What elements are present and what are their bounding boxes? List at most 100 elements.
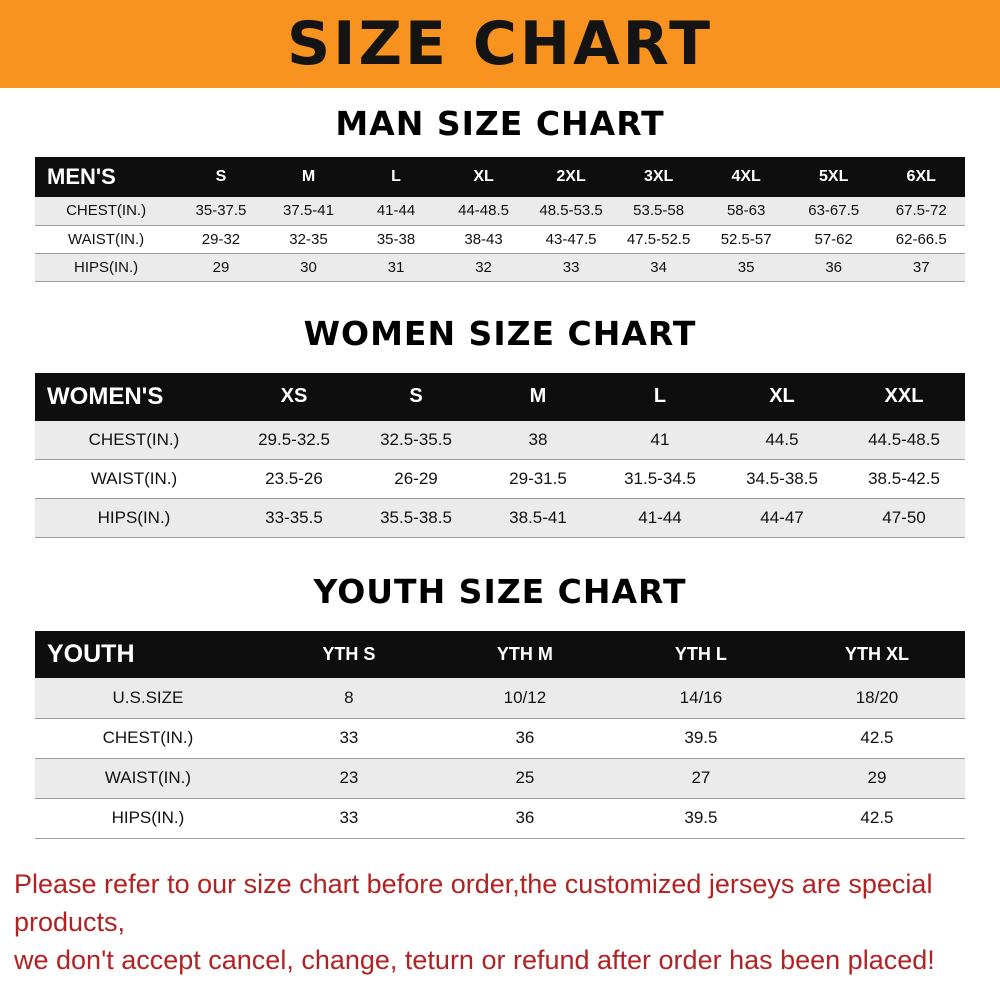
size-value-cell: 35.5-38.5 — [380, 508, 452, 527]
table-title-cell: WOMEN'S — [47, 382, 164, 410]
row-label-cell: CHEST(IN.) — [66, 202, 147, 220]
table-row: U.S.SIZE 8 10/12 14/16 18/20 — [35, 678, 965, 718]
row-label-cell: HIPS(IN.) — [111, 808, 185, 827]
table-header-row: MEN'S S M L XL 2XL 3XL 4XL 5XL 6XL — [35, 157, 965, 197]
youth-section-heading: YOUTH SIZE CHART — [313, 572, 687, 611]
size-value-cell: 44-48.5 — [458, 202, 509, 220]
column-header-cell: YTH XL — [844, 644, 909, 664]
size-value-cell: 39.5 — [684, 728, 718, 747]
table-title-cell: MEN'S — [47, 164, 116, 189]
size-value-cell: 27 — [691, 768, 711, 787]
footer-notice: Please refer to our size chart before or… — [0, 865, 1000, 980]
man-section-heading: MAN SIZE CHART — [335, 104, 665, 143]
table-header-row: YOUTH YTH S YTH M YTH L YTH XL — [35, 631, 965, 678]
size-value-cell: 42.5 — [860, 728, 894, 747]
column-header-cell: YTH L — [674, 644, 727, 664]
table-row: HIPS(IN.) 33-35.5 35.5-38.5 38.5-41 41-44 44-… — [35, 498, 965, 538]
size-value-cell: 38-43 — [464, 230, 503, 248]
column-header-cell: XS — [280, 385, 308, 407]
notice-line-1: Please refer to our size chart before or… — [14, 868, 933, 937]
size-value-cell: 14/16 — [679, 687, 723, 707]
column-header-cell: 2XL — [556, 168, 586, 185]
size-value-cell: 10/12 — [503, 687, 547, 707]
size-value-cell: 29-32 — [201, 230, 241, 248]
size-value-cell: 26-29 — [394, 469, 438, 488]
size-value-cell: 62-66.5 — [895, 230, 947, 248]
size-value-cell: 29 — [212, 258, 230, 276]
youth-size-chart-section: YOUTH SIZE CHART YOUTH YTH S YTH M YTH L YTH… — [0, 572, 1000, 839]
size-value-cell: 53.5-58 — [633, 202, 685, 220]
column-header-cell: M — [301, 168, 316, 185]
women-section-heading: WOMEN SIZE CHART — [303, 313, 697, 353]
size-value-cell: 37.5-41 — [283, 202, 334, 220]
size-value-cell: 38.5-41 — [509, 508, 567, 527]
size-value-cell: 39.5 — [684, 808, 718, 827]
table-row: WAIST(IN.) 23.5-26 26-29 29-31.5 31.5-34.5 34… — [35, 459, 965, 499]
size-value-cell: 18/20 — [855, 687, 899, 707]
size-value-cell: 36 — [515, 808, 535, 827]
size-value-cell: 35 — [737, 258, 755, 276]
table-row: WAIST(IN.) 23 25 27 29 — [35, 758, 965, 798]
row-label-cell: WAIST(IN.) — [104, 768, 192, 787]
size-value-cell: 34 — [650, 258, 667, 276]
size-value-cell: 23 — [339, 768, 359, 787]
size-value-cell: 42.5 — [860, 808, 894, 827]
table-row: WAIST(IN.) 29-32 32-35 35-38 38-43 43-47.5 47.… — [35, 225, 965, 253]
size-value-cell: 30 — [300, 258, 317, 276]
size-value-cell: 35-38 — [376, 230, 416, 248]
size-value-cell: 32-35 — [289, 230, 328, 248]
size-value-cell: 57-62 — [814, 230, 853, 248]
size-value-cell: 36 — [825, 258, 843, 276]
column-header-cell: L — [653, 385, 667, 407]
column-header-cell: M — [529, 385, 547, 407]
size-value-cell: 58-63 — [726, 202, 766, 220]
row-label-cell: CHEST(IN.) — [102, 728, 194, 747]
size-value-cell: 52.5-57 — [720, 230, 772, 248]
size-value-cell: 44.5 — [765, 429, 799, 449]
column-header-cell: XL — [473, 168, 494, 185]
size-value-cell: 48.5-53.5 — [539, 202, 603, 220]
size-value-cell: 47-50 — [882, 508, 926, 527]
notice-line-2: we don't accept cancel, change, teturn o… — [14, 945, 935, 976]
column-header-cell: XL — [769, 385, 795, 407]
column-header-cell: 3XL — [643, 168, 674, 185]
table-row: HIPS(IN.) 33 36 39.5 42.5 — [35, 798, 965, 838]
size-value-cell: 63-67.5 — [808, 202, 860, 220]
column-header-cell: XXL — [884, 385, 924, 407]
size-value-cell: 31.5-34.5 — [624, 469, 696, 488]
row-label-cell: HIPS(IN.) — [97, 508, 171, 527]
size-value-cell: 32 — [475, 258, 492, 276]
size-value-cell: 23.5-26 — [265, 469, 323, 488]
column-header-cell: YTH S — [322, 644, 376, 664]
table-row: CHEST(IN.) 33 36 39.5 42.5 — [35, 718, 965, 758]
mens-size-table: MEN'S S M L XL 2XL 3XL 4XL 5XL 6XL CHEST(IN.) 35-37… — [35, 157, 965, 282]
man-size-chart-section: MAN SIZE CHART MEN'S S M L XL 2XL 3XL 4XL 5XL 6XL… — [0, 104, 1000, 282]
column-header-cell: YTH M — [496, 644, 553, 664]
size-value-cell: 38 — [528, 429, 548, 449]
size-value-cell: 29 — [867, 768, 887, 787]
size-value-cell: 25 — [515, 768, 535, 787]
table-header-row: WOMEN'S XS S M L XL XXL — [35, 372, 965, 421]
size-value-cell: 36 — [515, 728, 535, 747]
size-value-cell: 44.5-48.5 — [868, 429, 940, 449]
size-value-cell: 34.5-38.5 — [746, 469, 818, 488]
size-value-cell: 37 — [912, 258, 930, 276]
size-value-cell: 33 — [562, 258, 580, 276]
size-value-cell: 33-35.5 — [265, 508, 323, 527]
table-title-cell: YOUTH — [47, 640, 135, 668]
column-header-cell: S — [215, 168, 227, 185]
row-label-cell: HIPS(IN.) — [74, 258, 139, 276]
size-value-cell: 29.5-32.5 — [258, 429, 330, 449]
row-label-cell: U.S.SIZE — [112, 687, 184, 707]
size-value-cell: 38.5-42.5 — [868, 469, 940, 488]
size-value-cell: 43-47.5 — [545, 230, 597, 248]
size-value-cell: 35-37.5 — [195, 202, 247, 220]
size-value-cell: 44-47 — [760, 508, 804, 527]
size-value-cell: 67.5-72 — [895, 202, 947, 220]
column-header-cell: 6XL — [906, 168, 936, 185]
size-value-cell: 41 — [650, 429, 670, 449]
page-title: SIZE CHART — [286, 9, 714, 79]
table-row: CHEST(IN.) 29.5-32.5 32.5-35.5 38 41 44.5 44.5… — [35, 420, 965, 460]
row-label-cell: CHEST(IN.) — [88, 429, 180, 449]
